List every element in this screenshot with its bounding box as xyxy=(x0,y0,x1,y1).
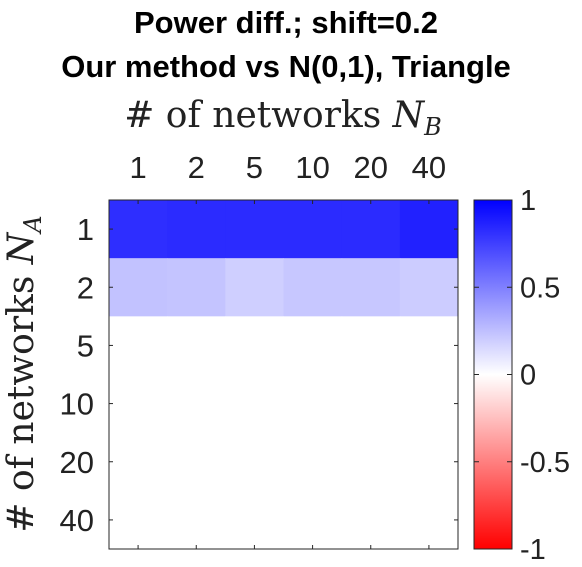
x-axis-label-subscript: B xyxy=(423,113,442,141)
x-tick-label: 20 xyxy=(354,150,388,185)
heatmap-cell xyxy=(167,374,226,434)
chart-title-line2: Our method vs N(0,1), Triangle xyxy=(61,49,511,84)
heatmap-cells xyxy=(109,200,459,550)
x-axis-label-text: # of networks xyxy=(124,95,392,136)
y-axis-label-text: # of networks xyxy=(1,264,42,532)
heatmap-cell xyxy=(341,200,401,259)
heatmap-cell xyxy=(225,432,284,492)
x-tick-labels: 1 2 5 10 20 40 xyxy=(129,150,446,185)
heatmap-cell xyxy=(225,374,284,434)
y-axis-label-subscript: A xyxy=(19,215,47,234)
heatmap-cell xyxy=(225,316,284,375)
heatmap-cell xyxy=(109,490,168,550)
y-tick-label: 2 xyxy=(77,270,94,305)
heatmap-cell xyxy=(167,432,226,492)
heatmap-cell xyxy=(399,490,459,550)
heatmap-cell xyxy=(283,374,343,434)
heatmap-cell xyxy=(167,490,226,550)
heatmap-cell xyxy=(225,258,284,317)
y-tick-label: 5 xyxy=(77,328,94,363)
y-tick-label: 10 xyxy=(60,387,94,422)
axis-tick-marks xyxy=(109,200,458,549)
x-tick-label: 1 xyxy=(129,150,146,185)
colorbar-ticks: 1 0.5 0 -0.5 -1 xyxy=(474,185,570,566)
heatmap-cell xyxy=(399,200,459,259)
heatmap-cell xyxy=(109,432,168,492)
heatmap-cell xyxy=(109,316,168,375)
y-tick-label: 20 xyxy=(60,445,94,480)
y-tick-label: 40 xyxy=(60,503,94,538)
colorbar xyxy=(473,199,513,550)
heatmap-cell xyxy=(399,374,459,434)
heatmap-cell xyxy=(225,490,284,550)
y-tick-labels: 1 2 5 10 20 40 xyxy=(60,212,94,538)
heatmap-cell xyxy=(283,432,343,492)
heatmap-cell xyxy=(109,258,168,317)
colorbar-tick-label: 0 xyxy=(520,360,536,392)
x-tick-label: 10 xyxy=(295,150,329,185)
heatmap-cell xyxy=(283,200,343,259)
x-tick-label: 40 xyxy=(412,150,446,185)
heatmap-cell xyxy=(399,432,459,492)
heatmap-cell xyxy=(341,374,401,434)
heatmap-cell xyxy=(283,316,343,375)
plot-area-frame xyxy=(108,199,459,550)
heatmap-cell xyxy=(225,200,284,259)
heatmap-cell xyxy=(167,200,226,259)
heatmap-cell xyxy=(399,258,459,317)
heatmap-cell xyxy=(167,316,226,375)
heatmap-cell xyxy=(399,316,459,375)
heatmap-cell xyxy=(341,432,401,492)
x-tick-label: 5 xyxy=(246,150,263,185)
heatmap-cell xyxy=(167,258,226,317)
heatmap-cell xyxy=(283,490,343,550)
colorbar-tick-label: -1 xyxy=(520,534,546,566)
heatmap-cell xyxy=(109,200,168,259)
heatmap-cell xyxy=(109,374,168,434)
y-axis-label-symbol: N xyxy=(1,231,42,265)
x-axis-label: # of networks NB xyxy=(124,95,442,141)
heatmap-cell xyxy=(341,316,401,375)
heatmap-cell xyxy=(341,490,401,550)
y-axis-label: # of networks NA xyxy=(1,215,47,532)
y-tick-label: 1 xyxy=(77,212,94,247)
x-tick-label: 2 xyxy=(188,150,205,185)
colorbar-tick-label: -0.5 xyxy=(520,447,570,479)
heatmap-cell xyxy=(341,258,401,317)
colorbar-tick-label: 0.5 xyxy=(520,272,560,304)
chart-title-line1: Power diff.; shift=0.2 xyxy=(134,5,438,40)
heatmap-cell xyxy=(283,258,343,317)
x-axis-label-symbol: N xyxy=(392,95,426,136)
colorbar-tick-label: 1 xyxy=(520,185,536,217)
